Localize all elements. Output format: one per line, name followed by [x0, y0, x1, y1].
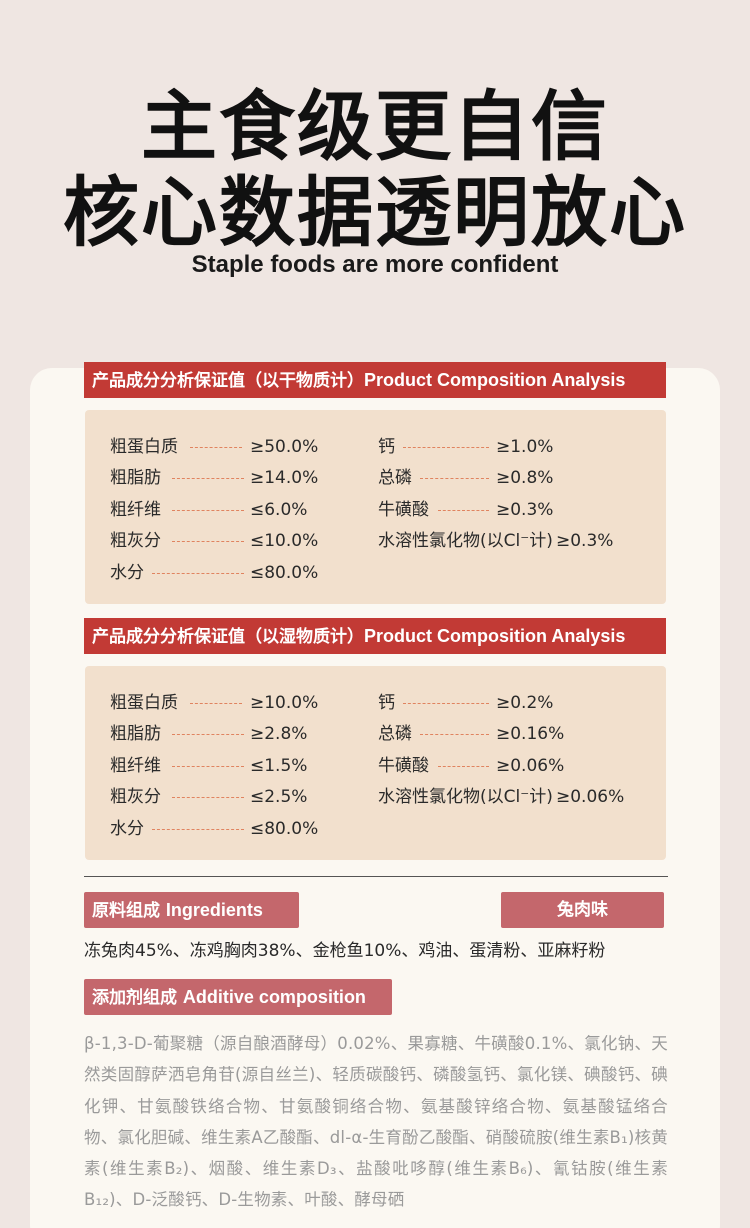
nutrient-label: 钙 [378, 437, 395, 457]
nutrient-label: 粗蛋白质 [110, 437, 178, 457]
dotted-leader [152, 573, 244, 574]
dry-row-ash: 粗灰分 ≤10.0% [110, 529, 370, 553]
dry-row-moisture: 水分 ≤80.0% [110, 561, 370, 585]
nutrient-label: 粗纤维 [110, 500, 161, 520]
dotted-leader [172, 734, 244, 735]
ingredients-header-cn: 原料组成 [92, 901, 160, 921]
wet-analysis-panel: 粗蛋白质 ≥10.0% 粗脂肪 ≥2.8% 粗纤维 ≤1.5% 粗灰分 ≤2.5… [85, 666, 666, 860]
nutrient-label: 总磷 [378, 468, 412, 488]
additives-header: 添加剂组成 Additive composition [84, 979, 392, 1015]
nutrient-value: ≥0.16% [496, 724, 565, 744]
nutrient-label: 水分 [110, 819, 144, 839]
ingredients-text: 冻兔肉45%、冻鸡胸肉38%、金枪鱼10%、鸡油、蛋清粉、亚麻籽粉 [84, 941, 606, 961]
nutrient-label: 牛磺酸 [378, 500, 429, 520]
wet-row-taurine: 牛磺酸 ≥0.06% [378, 754, 648, 778]
wet-row-protein: 粗蛋白质 ≥10.0% [110, 691, 370, 715]
nutrient-label: 总磷 [378, 724, 412, 744]
dotted-leader [403, 447, 489, 448]
dry-row-fiber: 粗纤维 ≤6.0% [110, 498, 370, 522]
nutrient-value: ≥1.0% [496, 437, 554, 457]
nutrient-label: 粗纤维 [110, 756, 161, 776]
nutrient-value: ≥14.0% [250, 468, 319, 488]
dry-row-chloride: 水溶性氯化物(以Cl⁻计) ≥0.3% [378, 529, 658, 553]
dotted-leader [403, 703, 489, 704]
nutrient-label: 牛磺酸 [378, 756, 429, 776]
nutrient-value: ≥0.06% [556, 787, 625, 807]
nutrient-value: ≤6.0% [250, 500, 308, 520]
nutrient-label: 水溶性氯化物(以Cl⁻计) [378, 531, 553, 551]
nutrient-value: ≤2.5% [250, 787, 308, 807]
dotted-leader [172, 541, 244, 542]
dry-row-taurine: 牛磺酸 ≥0.3% [378, 498, 648, 522]
dry-row-fat: 粗脂肪 ≥14.0% [110, 466, 370, 490]
dotted-leader [190, 447, 242, 448]
wet-header-en: Product Composition Analysis [364, 626, 626, 646]
nutrient-label: 粗蛋白质 [110, 693, 178, 713]
nutrient-value: ≥10.0% [250, 693, 319, 713]
hero-title-line1: 主食级更自信 [141, 82, 609, 171]
dotted-leader [190, 703, 242, 704]
wet-row-moisture: 水分 ≤80.0% [110, 817, 370, 841]
nutrient-value: ≤10.0% [250, 531, 319, 551]
nutrient-value: ≥0.2% [496, 693, 554, 713]
dry-row-protein: 粗蛋白质 ≥50.0% [110, 435, 370, 459]
dotted-leader [438, 766, 489, 767]
nutrient-value: ≥0.8% [496, 468, 554, 488]
nutrient-label: 水溶性氯化物(以Cl⁻计) [378, 787, 553, 807]
additives-header-en: Additive composition [182, 987, 366, 1007]
nutrient-value: ≤80.0% [250, 563, 319, 583]
nutrient-label: 水分 [110, 563, 144, 583]
dry-header-cn: 产品成分分析保证值（以干物质计） [92, 371, 364, 391]
hero-title-line2: 核心数据透明放心 [63, 168, 687, 257]
nutrient-value: ≤80.0% [250, 819, 319, 839]
section-divider [84, 876, 668, 877]
wet-row-phosphorus: 总磷 ≥0.16% [378, 722, 648, 746]
nutrient-value: ≤1.5% [250, 756, 308, 776]
wet-row-ash: 粗灰分 ≤2.5% [110, 785, 370, 809]
ingredients-header: 原料组成 Ingredients [84, 892, 299, 928]
dotted-leader [420, 478, 489, 479]
flavor-badge: 兔肉味 [501, 892, 664, 928]
hero-subtitle: Staple foods are more confident [191, 251, 559, 278]
dotted-leader [420, 734, 489, 735]
nutrient-label: 钙 [378, 693, 395, 713]
dry-analysis-header: 产品成分分析保证值（以干物质计）Product Composition Anal… [84, 362, 666, 398]
dotted-leader [172, 766, 244, 767]
dry-row-calcium: 钙 ≥1.0% [378, 435, 648, 459]
hero-section: 主食级更自信 核心数据透明放心 Staple foods are more co… [0, 0, 750, 370]
dotted-leader [438, 510, 489, 511]
nutrient-label: 粗灰分 [110, 531, 161, 551]
nutrient-value: ≥2.8% [250, 724, 308, 744]
dotted-leader [172, 510, 244, 511]
wet-analysis-header: 产品成分分析保证值（以湿物质计）Product Composition Anal… [84, 618, 666, 654]
dry-header-en: Product Composition Analysis [364, 370, 626, 390]
wet-row-calcium: 钙 ≥0.2% [378, 691, 648, 715]
wet-row-fat: 粗脂肪 ≥2.8% [110, 722, 370, 746]
nutrient-value: ≥50.0% [250, 437, 319, 457]
additives-header-cn: 添加剂组成 [92, 988, 177, 1008]
dotted-leader [172, 797, 244, 798]
wet-header-cn: 产品成分分析保证值（以湿物质计） [92, 627, 364, 647]
wet-row-fiber: 粗纤维 ≤1.5% [110, 754, 370, 778]
dotted-leader [172, 478, 244, 479]
nutrient-value: ≥0.06% [496, 756, 565, 776]
nutrient-value: ≥0.3% [496, 500, 554, 520]
nutrient-label: 粗脂肪 [110, 724, 161, 744]
additives-text: β-1,3-D-葡聚糖（源自酿酒酵母）0.02%、果寡糖、牛磺酸0.1%、氯化钠… [84, 1034, 668, 1210]
ingredients-header-en: Ingredients [165, 900, 263, 920]
nutrient-label: 粗脂肪 [110, 468, 161, 488]
dry-analysis-panel: 粗蛋白质 ≥50.0% 粗脂肪 ≥14.0% 粗纤维 ≤6.0% 粗灰分 ≤10… [85, 410, 666, 604]
nutrient-value: ≥0.3% [556, 531, 614, 551]
dotted-leader [152, 829, 244, 830]
nutrient-label: 粗灰分 [110, 787, 161, 807]
dry-row-phosphorus: 总磷 ≥0.8% [378, 466, 648, 490]
wet-row-chloride: 水溶性氯化物(以Cl⁻计) ≥0.06% [378, 785, 658, 809]
